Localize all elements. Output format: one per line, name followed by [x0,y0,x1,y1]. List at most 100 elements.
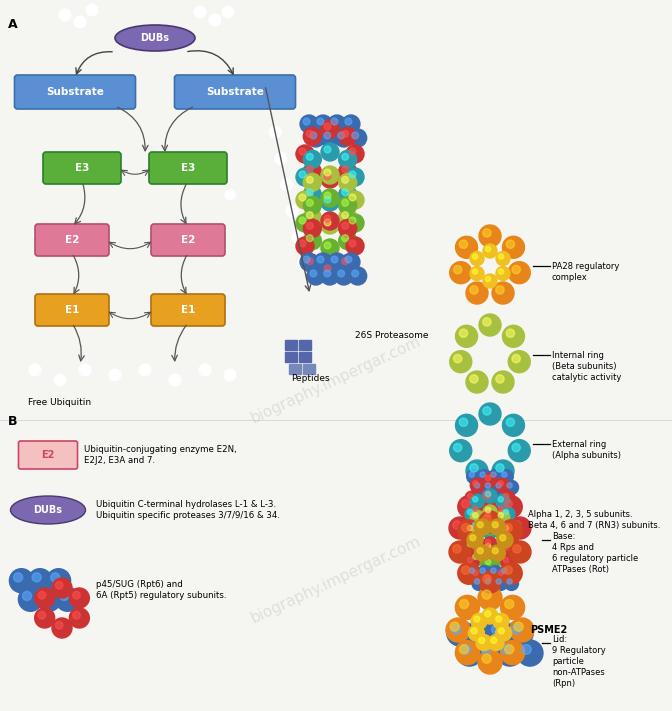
Circle shape [69,608,89,628]
Circle shape [485,511,491,517]
Text: E3: E3 [181,163,195,173]
Circle shape [505,577,519,590]
Circle shape [79,364,91,376]
Circle shape [478,637,485,643]
Circle shape [472,545,478,550]
Circle shape [459,329,468,338]
Text: E2: E2 [65,235,79,245]
Circle shape [86,4,98,16]
Circle shape [506,329,515,338]
Text: DUBs: DUBs [140,33,169,43]
FancyBboxPatch shape [149,152,227,184]
Circle shape [499,628,505,634]
Circle shape [342,188,349,196]
Circle shape [199,364,211,376]
Circle shape [303,256,310,263]
Circle shape [474,579,480,584]
Circle shape [482,318,491,326]
Circle shape [498,554,503,560]
Circle shape [505,599,514,609]
Circle shape [300,253,318,271]
Circle shape [485,540,491,545]
Circle shape [38,611,46,619]
Circle shape [50,573,60,582]
Circle shape [500,538,522,560]
Circle shape [501,507,515,521]
Circle shape [351,132,359,139]
Circle shape [169,374,181,386]
Circle shape [331,118,338,125]
Circle shape [483,541,497,555]
Circle shape [508,439,530,461]
Text: biography.impergar.com: biography.impergar.com [249,334,423,426]
Circle shape [342,258,349,264]
Circle shape [18,587,42,611]
Circle shape [496,479,510,492]
Circle shape [480,568,485,573]
Circle shape [303,173,321,191]
Circle shape [55,582,63,589]
Circle shape [321,239,339,257]
Text: Substrate: Substrate [46,87,104,97]
Circle shape [480,472,485,477]
Circle shape [472,570,478,575]
Circle shape [349,240,356,247]
Circle shape [504,542,512,550]
Circle shape [339,196,357,214]
Circle shape [307,129,325,147]
Circle shape [324,169,331,176]
Circle shape [52,618,72,638]
Circle shape [489,545,505,561]
Circle shape [498,529,503,534]
Circle shape [499,269,504,274]
Circle shape [470,526,485,540]
Circle shape [521,644,532,654]
Circle shape [467,469,480,483]
Circle shape [9,569,34,593]
Circle shape [469,568,474,573]
Circle shape [482,654,491,663]
Circle shape [324,242,331,249]
Circle shape [456,640,482,666]
Circle shape [476,640,503,666]
Circle shape [69,588,89,608]
Circle shape [471,628,477,634]
Circle shape [488,635,504,651]
Circle shape [346,214,364,232]
Circle shape [321,262,339,280]
Circle shape [503,525,509,530]
Circle shape [306,258,313,264]
Circle shape [487,620,513,646]
Bar [285,340,297,350]
Circle shape [501,595,525,619]
Circle shape [339,232,357,250]
Bar [299,352,311,362]
Circle shape [509,517,531,539]
Circle shape [470,567,485,582]
Circle shape [349,171,356,178]
Circle shape [496,483,501,488]
Circle shape [503,557,509,562]
Circle shape [345,256,352,263]
Circle shape [472,497,478,502]
Circle shape [509,541,531,563]
Text: Internal ring
(Beta subunits)
catalytic activity: Internal ring (Beta subunits) catalytic … [552,351,622,383]
Circle shape [472,554,478,560]
Circle shape [299,240,306,247]
Circle shape [483,274,497,288]
Circle shape [299,148,306,155]
Circle shape [496,375,504,383]
Circle shape [483,573,497,587]
Text: PA28 regulatory
complex: PA28 regulatory complex [552,262,620,282]
Circle shape [468,557,472,562]
FancyBboxPatch shape [19,441,77,469]
Circle shape [514,622,523,631]
Circle shape [331,256,338,263]
Circle shape [498,570,503,575]
Circle shape [453,545,461,553]
Circle shape [491,637,497,643]
Bar [299,340,311,350]
Circle shape [501,644,511,654]
Circle shape [482,590,491,599]
Circle shape [474,616,480,622]
